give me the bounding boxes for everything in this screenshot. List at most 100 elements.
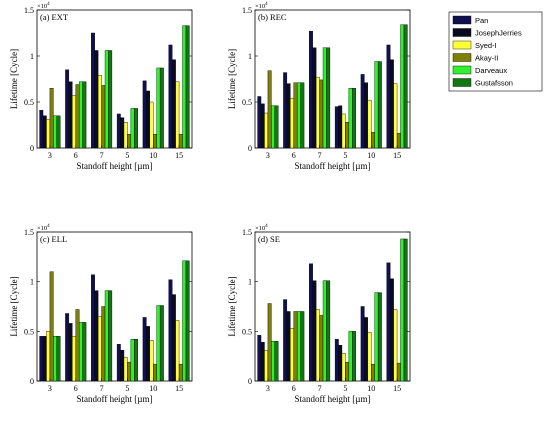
- y-exponent-label: ×104: [37, 2, 50, 10]
- bar-pan-7: [309, 30, 313, 149]
- bar-syed-i-10: [149, 101, 154, 149]
- bar-josephjerries-7: [312, 280, 317, 382]
- bar-josephjerries-5: [120, 350, 125, 382]
- y-exponent-label: ×104: [255, 224, 268, 232]
- bar-gustafsson-5: [352, 87, 356, 149]
- bar-pan-3: [39, 336, 44, 382]
- bar-josephjerries-3: [42, 336, 47, 382]
- x-tick-label: 10: [149, 384, 157, 393]
- bar-gustafsson-7: [108, 50, 113, 149]
- y-axis-label: Lifetime [Cycle]: [227, 49, 237, 109]
- bar-pan-6: [283, 72, 288, 149]
- plot-area: [36, 231, 193, 382]
- bar-darveaux-3: [271, 105, 275, 149]
- x-axis-label: Standoff height [µm]: [76, 394, 152, 404]
- bar-josephjerries-7: [312, 47, 317, 149]
- bar-josephjerries-15: [171, 294, 176, 382]
- bar-akay-ii-7: [319, 315, 324, 382]
- bar-darveaux-5: [348, 331, 353, 382]
- x-tick-label: 6: [292, 151, 296, 160]
- panel-title: (a) EXT: [40, 12, 69, 22]
- bar-gustafsson-5: [352, 331, 356, 382]
- y-exponent-power: 4: [47, 2, 50, 7]
- bar-syed-i-5: [123, 356, 128, 382]
- y-tick-label: 0.5: [24, 327, 34, 336]
- bar-pan-7: [91, 274, 95, 382]
- bar-gustafsson-10: [377, 292, 382, 382]
- x-tick-label: 5: [343, 384, 347, 393]
- chart-panel-2: 0 0.5 1 1.5 ×104 (b) REC 3 6 7 5 10 15 Standoff heig…: [227, 2, 411, 171]
- legend-label: Gustafsson: [475, 79, 513, 88]
- bar-pan-15: [386, 44, 391, 149]
- bar-darveaux-15: [400, 238, 405, 382]
- bar-gustafsson-5: [134, 108, 138, 149]
- bar-akay-ii-10: [153, 363, 157, 382]
- bar-syed-i-10: [367, 332, 372, 382]
- bar-gustafsson-3: [274, 341, 279, 382]
- bar-akay-ii-6: [293, 82, 298, 149]
- legend-swatch: [452, 15, 472, 25]
- bar-gustafsson-10: [159, 305, 164, 382]
- bar-gustafsson-7: [108, 290, 113, 382]
- bar-akay-ii-15: [396, 133, 401, 149]
- y-tick-label: 1: [30, 278, 34, 287]
- bar-darveaux-7: [104, 290, 109, 382]
- bar-pan-10: [360, 74, 365, 149]
- bar-syed-i-3: [46, 119, 51, 149]
- bar-syed-i-7: [315, 76, 320, 149]
- y-tick-label: 0.5: [242, 327, 252, 336]
- bar-josephjerries-15: [389, 59, 394, 149]
- x-tick-label: 15: [393, 384, 401, 393]
- x-tick-label: 3: [48, 384, 52, 393]
- y-tick-label: 1.5: [242, 6, 252, 15]
- bar-darveaux-5: [348, 87, 353, 149]
- bar-syed-i-3: [264, 112, 269, 149]
- y-tick-label: 0.5: [242, 98, 252, 107]
- bar-akay-ii-7: [319, 79, 324, 149]
- bar-pan-5: [334, 339, 339, 382]
- x-tick-label: 6: [292, 384, 296, 393]
- x-tick-label: 7: [100, 151, 104, 160]
- bar-josephjerries-6: [68, 323, 73, 382]
- bar-josephjerries-5: [120, 117, 125, 149]
- chart-panels: 0 0.5 1 1.5 ×104 (a) EXT 3 6 7 5 10 15 Standoff heig…: [9, 2, 411, 404]
- bar-pan-15: [168, 44, 173, 149]
- legend-swatch: [452, 53, 472, 62]
- bar-pan-5: [116, 344, 121, 382]
- bar-darveaux-3: [53, 336, 58, 382]
- bar-akay-ii-5: [127, 133, 132, 149]
- panel-title: (c) ELL: [40, 234, 67, 244]
- bar-syed-i-6: [72, 95, 76, 149]
- x-tick-label: 7: [318, 151, 322, 160]
- bar-josephjerries-5: [338, 105, 343, 149]
- legend-label: Syed-I: [475, 41, 497, 50]
- bar-darveaux-10: [156, 305, 161, 382]
- x-tick-label: 3: [48, 151, 52, 160]
- bar-akay-ii-6: [75, 309, 80, 382]
- x-axis-label: Standoff height [µm]: [294, 161, 370, 171]
- y-exponent-power: 4: [265, 2, 268, 7]
- bar-akay-ii-5: [127, 361, 132, 382]
- bar-pan-7: [91, 32, 95, 149]
- bar-pan-6: [65, 69, 70, 149]
- y-tick-label: 0: [30, 144, 34, 153]
- y-exponent-power: 4: [265, 224, 268, 229]
- bar-akay-ii-10: [371, 132, 375, 149]
- bar-pan-15: [168, 279, 173, 382]
- bar-josephjerries-10: [364, 317, 368, 382]
- bar-darveaux-6: [296, 311, 301, 382]
- panel-title: (b) REC: [258, 12, 287, 22]
- chart-panel-1: 0 0.5 1 1.5 ×104 (a) EXT 3 6 7 5 10 15 Standoff heig…: [9, 2, 193, 171]
- x-tick-label: 15: [393, 151, 401, 160]
- bar-pan-10: [142, 317, 147, 382]
- y-tick-label: 0: [248, 144, 252, 153]
- y-exponent-power: 4: [47, 224, 50, 229]
- y-tick-label: 1.5: [24, 228, 34, 237]
- bar-josephjerries-7: [94, 290, 99, 382]
- y-tick-label: 0.5: [24, 98, 34, 107]
- bar-gustafsson-5: [134, 339, 138, 382]
- bar-darveaux-3: [271, 341, 275, 382]
- y-tick-label: 0: [248, 377, 252, 386]
- bar-josephjerries-10: [146, 326, 151, 382]
